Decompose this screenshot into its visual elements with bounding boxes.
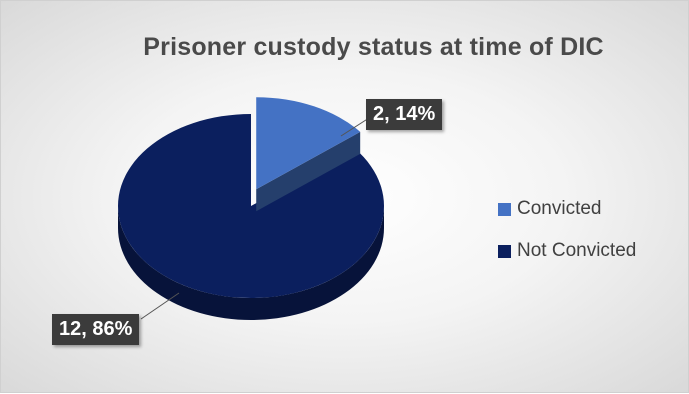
legend-item-not-convicted[interactable]: Not Convicted bbox=[498, 236, 636, 266]
pie-slice-not-convicted[interactable] bbox=[118, 113, 384, 320]
legend-swatch-not-convicted bbox=[498, 244, 511, 258]
pie-cut-face-convicted-1 bbox=[256, 131, 361, 212]
data-label-convicted: 2, 14% bbox=[366, 99, 443, 130]
pie-top-not-convicted bbox=[118, 113, 384, 298]
legend-swatch-convicted bbox=[498, 202, 511, 216]
pie-side-not-convicted bbox=[118, 206, 384, 320]
legend-label-convicted: Convicted bbox=[517, 198, 602, 219]
pie-top-convicted bbox=[256, 97, 361, 190]
data-label-not-convicted: 12, 86% bbox=[52, 314, 140, 345]
legend-label-not-convicted: Not Convicted bbox=[517, 240, 637, 261]
legend-item-convicted[interactable]: Convicted bbox=[498, 194, 636, 224]
leader-line-convicted bbox=[340, 117, 370, 137]
pie-slice-convicted[interactable] bbox=[256, 97, 361, 212]
chart-title: Prisoner custody status at time of DIC bbox=[143, 33, 604, 61]
legend: Convicted Not Convicted bbox=[498, 194, 636, 278]
leader-line-not-convicted bbox=[140, 292, 180, 320]
